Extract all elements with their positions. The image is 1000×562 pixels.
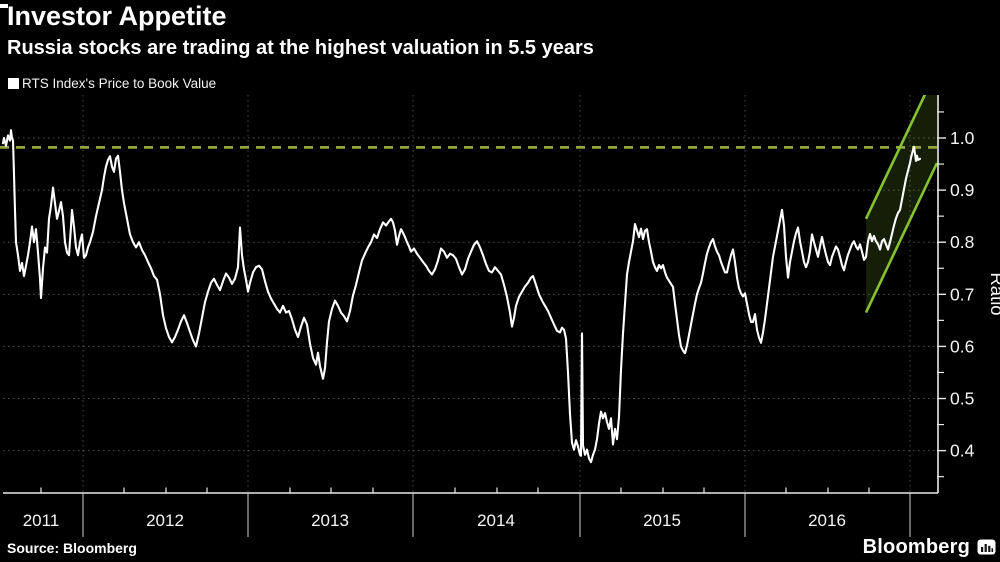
bloomberg-logo: Bloomberg xyxy=(863,536,996,559)
bloomberg-terminal-icon xyxy=(977,539,996,555)
y-axis-tick-label: 0.6 xyxy=(950,336,974,356)
y-axis-tick-label: 0.9 xyxy=(950,180,974,200)
price-line-series xyxy=(1,129,922,464)
x-axis-year-label: 2016 xyxy=(808,511,846,530)
y-axis-tick-label: 0.5 xyxy=(950,389,974,409)
top-edge-mark xyxy=(0,4,8,8)
legend-label: RTS Index's Price to Book Value xyxy=(22,76,217,91)
trend-channel-fill xyxy=(866,95,937,313)
x-axis-year-label: 2011 xyxy=(23,511,60,530)
x-axis-year-label: 2013 xyxy=(311,511,349,530)
trend-channel-lower-line xyxy=(864,162,938,314)
source-note: Source: Bloomberg xyxy=(7,540,137,556)
trend-channel-upper-line xyxy=(864,95,927,220)
x-axis-year-label: 2012 xyxy=(146,511,184,530)
legend: RTS Index's Price to Book Value xyxy=(8,76,216,91)
page-subtitle: Russia stocks are trading at the highest… xyxy=(7,37,594,59)
y-axis-tick-label: 0.4 xyxy=(950,441,975,461)
y-axis-title: Ratio xyxy=(987,272,1000,315)
y-axis-tick-label: 0.7 xyxy=(950,284,974,304)
y-axis-tick-label: 0.8 xyxy=(950,232,974,252)
y-axis-tick-label: 1.0 xyxy=(950,128,975,148)
x-axis-year-label: 2014 xyxy=(477,511,515,530)
page-title: Investor Appetite xyxy=(7,1,227,31)
legend-swatch-icon xyxy=(8,78,19,89)
x-axis-year-label: 2015 xyxy=(643,511,681,530)
bloomberg-wordmark: Bloomberg xyxy=(862,536,970,558)
